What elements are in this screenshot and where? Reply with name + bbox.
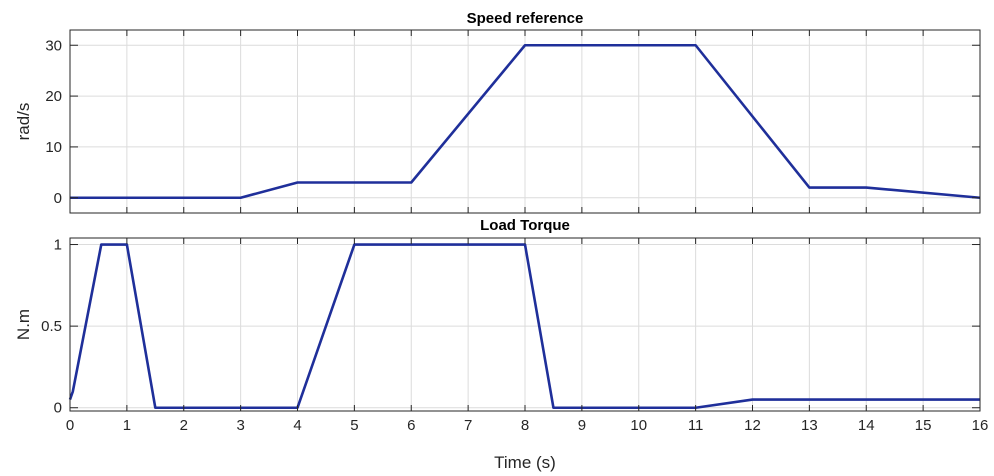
x-tick-label: 16 (972, 417, 989, 434)
x-tick-label: 13 (801, 417, 818, 434)
y-tick-label: 1 (54, 237, 62, 254)
x-tick-label: 5 (350, 417, 358, 434)
y-tick-label: 0.5 (41, 318, 62, 335)
speed-reference-subplot: 0 10 20 30 Speed reference rad/s (14, 10, 981, 214)
speed-reference-line (70, 43, 981, 200)
y-tick-label: 30 (45, 37, 62, 54)
plot-title: Load Torque (480, 217, 570, 234)
x-tick-label: 14 (858, 417, 875, 434)
x-tick-label: 11 (688, 417, 704, 434)
x-tick-label: 9 (578, 417, 586, 434)
x-tick-label: 4 (293, 417, 301, 434)
plot-title: Speed reference (467, 10, 584, 27)
y-axis-label: N.m (14, 309, 33, 340)
x-tick-label: 6 (407, 417, 415, 434)
x-tick-label: 7 (464, 417, 472, 434)
y-tick-label: 10 (45, 139, 62, 156)
x-axis-label: Time (s) (494, 453, 556, 472)
x-tick-label: 8 (521, 417, 529, 434)
x-tick-label: 15 (915, 417, 932, 434)
ticks: 0 10 20 30 (45, 30, 981, 213)
x-tick-label: 0 (66, 417, 74, 434)
y-tick-label: 0 (54, 400, 62, 417)
y-axis-label: rad/s (14, 103, 33, 141)
x-tick-label: 3 (236, 417, 244, 434)
x-tick-label: 2 (180, 417, 188, 434)
y-tick-label: 0 (54, 190, 62, 207)
x-tick-label: 10 (630, 417, 647, 434)
x-tick-label: 12 (744, 417, 761, 434)
load-torque-line (68, 243, 980, 410)
x-tick-label: 1 (123, 417, 131, 434)
y-tick-label: 20 (45, 88, 62, 105)
